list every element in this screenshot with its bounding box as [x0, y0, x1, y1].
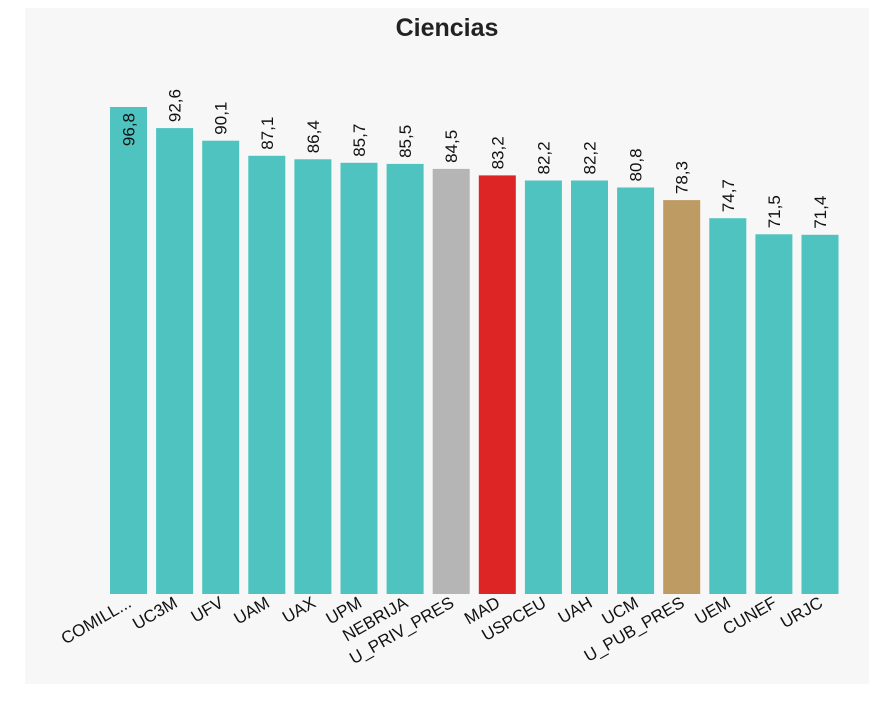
value-label: 87,1: [258, 117, 277, 150]
bar-uem: [709, 218, 747, 594]
value-label: 90,1: [212, 102, 231, 135]
bar-mad: [478, 175, 516, 594]
bar-urjc: [801, 234, 839, 595]
value-label: 71,5: [765, 195, 784, 228]
category-label: URJC: [777, 593, 826, 632]
bar-ufv: [202, 140, 240, 594]
bar-upm: [340, 162, 378, 595]
value-label: 74,7: [719, 179, 738, 212]
value-label: 82,2: [581, 141, 600, 174]
category-label: UFV: [188, 593, 228, 627]
category-labels-group: COMILL...UC3M UFV UAM UAX UPMNEBRIJAU_PRIV_P…: [58, 593, 826, 668]
bar-u-priv-pres: [432, 168, 470, 594]
value-label: 92,6: [166, 89, 185, 122]
bar-nebrija: [386, 163, 424, 594]
value-label: 71,4: [811, 196, 830, 229]
category-label: COMILL...: [58, 593, 135, 648]
category-label: UAH: [555, 593, 596, 627]
category-label: CUNEF: [720, 593, 780, 639]
value-label: 85,7: [350, 124, 369, 157]
value-label: 86,4: [304, 120, 323, 153]
chart-title: Ciencias: [395, 14, 499, 42]
value-label: 78,3: [673, 161, 692, 194]
value-label: 85,5: [396, 125, 415, 158]
bar-ucm: [617, 187, 655, 594]
value-labels-group: 96,8 92,6 90,1 87,1 86,4 85,7 85,5 84,5 83,2 82,2…: [120, 89, 831, 229]
value-label: 84,5: [442, 130, 461, 163]
category-label: UAX: [279, 593, 319, 627]
bar-uspceu: [524, 180, 562, 594]
bar-cunef: [755, 234, 793, 595]
value-label: 80,8: [627, 148, 646, 181]
value-label: 96,8: [120, 113, 139, 146]
bar-uah: [571, 180, 608, 594]
bars-group: [110, 107, 839, 595]
category-label: UAM: [231, 593, 273, 628]
bar-u-pub-pres: [663, 200, 701, 594]
bar-uc3m: [156, 128, 194, 594]
value-label: 82,2: [534, 141, 553, 174]
category-label: UC3M: [129, 593, 180, 634]
bar-uam: [248, 155, 286, 595]
bar-uax: [294, 159, 332, 595]
value-label: 83,2: [488, 136, 507, 169]
bar-comill: [110, 107, 147, 594]
